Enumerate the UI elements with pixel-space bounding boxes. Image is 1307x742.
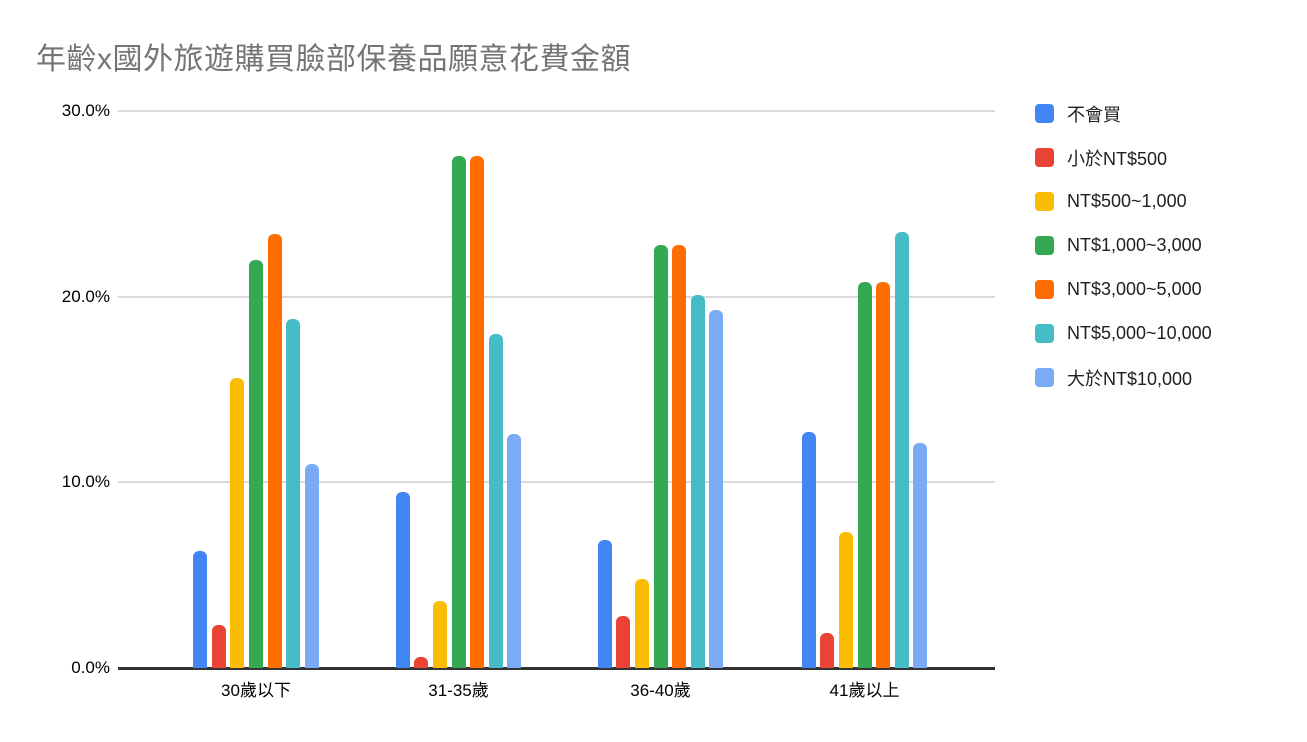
bar-NT$5,000~10,000-36-40歲[interactable] [690,294,705,668]
x-tick-label-41歲以上: 41歲以上 [829,681,900,700]
x-tick-label-36-40歲: 36-40歲 [630,681,691,700]
bar-NT$1,000~3,000-41歲以上[interactable] [857,281,872,668]
bar-NT$5,000~10,000-31-35歲[interactable] [488,333,503,668]
y-tick-label-0.0%: 0.0% [71,658,110,677]
bar-大於NT$10,000-31-35歲[interactable] [507,434,522,668]
bar-NT$3,000~5,000-30歲以下[interactable] [267,233,282,668]
legend-label: 小於NT$500 [1067,148,1168,169]
bar-大於NT$10,000-30歲以下[interactable] [304,463,319,668]
legend-label: NT$1,000~3,000 [1067,235,1202,255]
y-tick-label-10.0%: 10.0% [61,472,110,492]
bar-不會買-41歲以上[interactable] [801,432,816,668]
legend-item-小於NT$500: 小於NT$500 [1035,148,1212,169]
bar-NT$3,000~5,000-41歲以上[interactable] [876,281,891,668]
bar-大於NT$10,000-36-40歲[interactable] [709,309,724,668]
legend-swatch-icon [1035,148,1054,167]
bar-小於NT$500-30歲以下[interactable] [211,625,226,668]
bar-NT$5,000~10,000-30歲以下[interactable] [286,318,301,668]
legend-swatch-icon [1035,236,1054,255]
bar-小於NT$500-41歲以上[interactable] [820,632,835,668]
legend-swatch-icon [1035,104,1054,123]
legend-swatch-icon [1035,368,1054,387]
legend-item-NT$1,000~3,000: NT$1,000~3,000 [1035,235,1212,255]
legend-item-NT$5,000~10,000: NT$5,000~10,000 [1035,323,1212,343]
x-axis-line [118,667,995,670]
legend-label: 不會買 [1067,104,1121,125]
chart-title: 年齡x國外旅遊購買臉部保養品願意花費金額 [36,43,631,76]
bar-不會買-30歲以下[interactable] [193,551,208,668]
x-tick-label-31-35歲: 31-35歲 [428,681,489,700]
bar-NT$3,000~5,000-31-35歲[interactable] [470,155,485,668]
legend-label: NT$3,000~5,000 [1067,279,1202,299]
bar-NT$5,000~10,000-41歲以上[interactable] [894,231,909,668]
bar-小於NT$500-36-40歲[interactable] [616,616,631,668]
bar-不會買-31-35歲[interactable] [395,491,410,668]
bar-NT$1,000~3,000-36-40歲[interactable] [653,244,668,668]
legend-swatch-icon [1035,324,1054,343]
y-tick-label-30.0%: 30.0% [61,101,110,120]
legend-swatch-icon [1035,280,1054,299]
gridline-10.0% [118,481,995,484]
bar-NT$500~1,000-41歲以上[interactable] [838,532,853,668]
bar-NT$500~1,000-36-40歲[interactable] [634,578,649,668]
bar-NT$1,000~3,000-31-35歲[interactable] [451,155,466,668]
legend-item-不會買: 不會買 [1035,104,1212,125]
plot-area [118,110,995,670]
bar-大於NT$10,000-41歲以上[interactable] [913,443,928,668]
bar-NT$500~1,000-30歲以下[interactable] [230,378,245,668]
x-tick-label-30歲以下: 30歲以下 [221,681,291,700]
bar-NT$500~1,000-31-35歲[interactable] [432,601,447,668]
legend-label: 大於NT$10,000 [1067,368,1193,389]
gridline-20.0% [118,295,995,298]
bar-NT$3,000~5,000-36-40歲[interactable] [672,244,687,668]
bar-小於NT$500-31-35歲[interactable] [414,656,429,668]
bar-不會買-36-40歲[interactable] [597,539,612,668]
legend-label: NT$5,000~10,000 [1067,323,1212,343]
gridline-30.0% [118,110,995,112]
legend: 不會買小於NT$500 NT$500~1,000 NT$1,000~3,000 NT$… [1035,104,1212,412]
bar-NT$1,000~3,000-30歲以下[interactable] [249,259,263,668]
legend-item-NT$3,000~5,000: NT$3,000~5,000 [1035,279,1212,299]
legend-item-NT$500~1,000: NT$500~1,000 [1035,191,1212,211]
legend-swatch-icon [1035,192,1054,211]
legend-item-大於NT$10,000: 大於NT$10,000 [1035,368,1212,389]
legend-label: NT$500~1,000 [1067,191,1187,211]
y-tick-label-20.0%: 20.0% [61,286,110,306]
